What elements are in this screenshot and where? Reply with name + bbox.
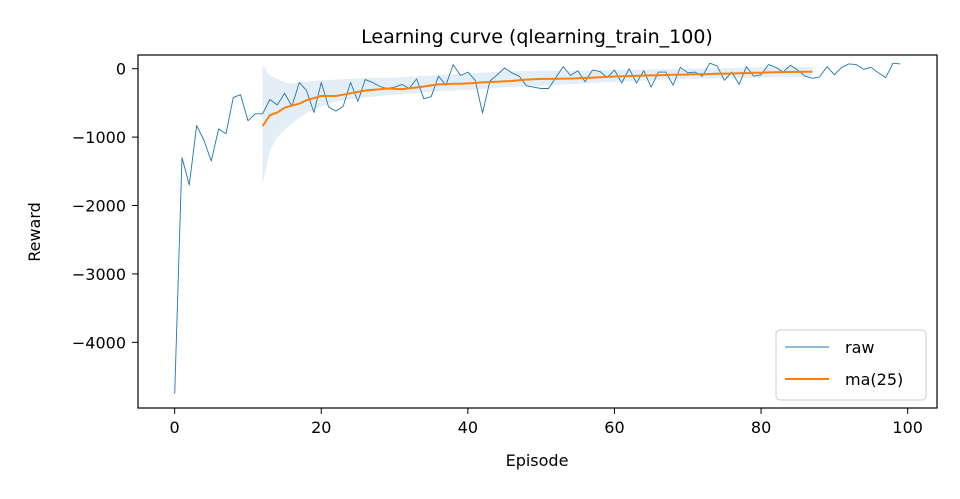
- x-tick-label: 100: [892, 418, 923, 437]
- y-axis-label: Reward: [25, 202, 44, 262]
- x-ticks: 0 20 40 60 80 100: [170, 408, 923, 437]
- y-tick-label: −1000: [72, 128, 126, 147]
- plot-frame: [137, 54, 938, 409]
- y-tick-label: −2000: [72, 197, 126, 216]
- x-tick-label: 40: [458, 418, 478, 437]
- y-tick-label: 0: [116, 60, 126, 79]
- x-tick-label: 0: [170, 418, 180, 437]
- series-line-raw: [174, 62, 901, 394]
- y-tick-label: −3000: [72, 265, 126, 284]
- series-layer: [174, 62, 901, 394]
- y-tick-label: −4000: [72, 333, 126, 352]
- x-tick-label: 60: [604, 418, 624, 437]
- chart-title: Learning curve (qlearning_train_100): [361, 26, 713, 48]
- series-line-ma: [261, 70, 813, 127]
- legend: raw ma(25): [775, 329, 927, 401]
- legend-ma-label: ma(25): [845, 370, 903, 389]
- std-band-layer: [262, 64, 813, 185]
- legend-raw-label: raw: [845, 338, 874, 357]
- x-tick-label: 20: [311, 418, 331, 437]
- x-axis-label: Episode: [506, 451, 569, 470]
- y-ticks: 0 −1000 −2000 −3000 −4000: [72, 60, 138, 352]
- x-tick-label: 80: [751, 418, 771, 437]
- ma-std-band: [262, 64, 813, 185]
